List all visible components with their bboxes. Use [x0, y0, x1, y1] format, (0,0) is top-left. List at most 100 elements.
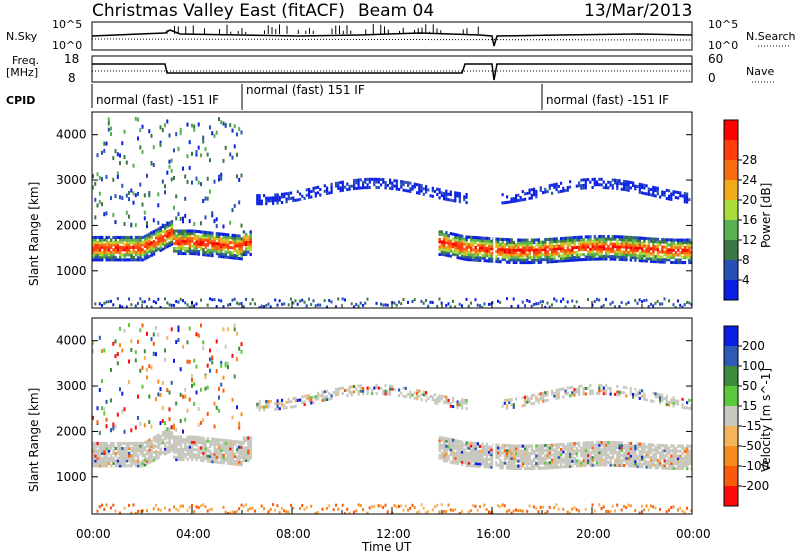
- data-cell: [634, 184, 637, 188]
- data-cell: [323, 299, 326, 303]
- data-cell: [258, 306, 261, 308]
- data-cell: [641, 186, 644, 189]
- data-cell: [186, 239, 189, 243]
- data-cell: [161, 223, 164, 228]
- data-cell: [569, 243, 572, 247]
- data-cell: [535, 258, 538, 262]
- data-cell: [537, 238, 540, 242]
- data-cell: [674, 459, 678, 463]
- data-cell: [571, 238, 574, 242]
- freq-right-tick-top: 60: [708, 52, 723, 66]
- data-cell: [683, 200, 686, 204]
- data-cell: [668, 243, 671, 247]
- data-cell: [454, 305, 457, 308]
- data-cell: [209, 348, 211, 353]
- data-cell: [483, 254, 486, 258]
- data-cell: [94, 302, 97, 306]
- data-cell: [508, 451, 511, 455]
- data-cell: [688, 406, 691, 410]
- data-cell: [119, 511, 121, 514]
- data-cell: [168, 429, 171, 433]
- data-cell: [359, 504, 362, 507]
- data-cell: [526, 459, 529, 463]
- data-cell: [629, 456, 633, 460]
- data-cell: [368, 177, 371, 181]
- data-cell: [539, 446, 543, 450]
- data-cell: [150, 459, 153, 463]
- data-cell: [526, 238, 529, 242]
- data-cell: [643, 236, 646, 240]
- data-cell: [105, 255, 108, 259]
- data-cell: [184, 234, 187, 238]
- data-cell: [348, 185, 351, 188]
- data-cell: [184, 438, 187, 442]
- data-cell: [202, 449, 205, 453]
- data-cell: [186, 508, 189, 512]
- data-cell: [148, 237, 151, 241]
- data-cell: [236, 249, 239, 253]
- data-cell: [110, 196, 112, 201]
- data-cell: [272, 503, 274, 507]
- data-cell: [645, 259, 648, 263]
- data-cell: [150, 444, 153, 448]
- data-cell: [535, 454, 538, 458]
- data-cell: [488, 249, 491, 253]
- data-cell: [407, 184, 410, 187]
- data-cell: [546, 510, 549, 513]
- data-cell: [589, 247, 592, 251]
- data-cell: [463, 242, 466, 246]
- data-cell: [510, 461, 513, 465]
- data-cell: [497, 242, 500, 246]
- data-cell: [454, 199, 457, 203]
- data-cell: [103, 348, 106, 353]
- data-cell: [515, 508, 517, 512]
- data-cell: [663, 464, 666, 468]
- data-cell: [150, 161, 153, 166]
- data-cell: [130, 446, 133, 450]
- data-cell: [114, 451, 117, 455]
- data-cell: [537, 464, 540, 468]
- data-cell: [123, 248, 126, 252]
- data-cell: [679, 194, 682, 198]
- data-cell: [449, 239, 453, 243]
- data-cell: [112, 243, 115, 247]
- data-cell: [436, 503, 439, 507]
- data-cell: [625, 183, 628, 186]
- data-cell: [677, 241, 680, 245]
- data-cell: [114, 258, 117, 262]
- data-cell: [677, 191, 680, 194]
- data-cell: [96, 444, 99, 448]
- data-cell: [159, 449, 162, 453]
- data-cell: [670, 449, 673, 453]
- data-cell: [152, 443, 156, 447]
- data-cell: [202, 340, 205, 345]
- data-cell: [197, 333, 200, 338]
- data-cell: [137, 446, 140, 450]
- data-cell: [546, 398, 549, 402]
- data-cell: [578, 248, 581, 252]
- data-cell: [589, 443, 592, 447]
- data-cell: [110, 441, 113, 445]
- data-cell: [638, 396, 641, 400]
- data-cell: [220, 232, 223, 236]
- data-cell: [618, 453, 621, 457]
- data-cell: [137, 339, 139, 344]
- data-cell: [627, 180, 630, 184]
- data-cell: [121, 196, 124, 201]
- data-cell: [555, 237, 558, 241]
- data-cell: [634, 447, 637, 451]
- data-cell: [389, 387, 392, 391]
- data-cell: [479, 251, 482, 255]
- data-cell: [611, 186, 614, 190]
- data-cell: [580, 461, 583, 465]
- data-cell: [616, 393, 619, 397]
- data-cell: [686, 200, 689, 204]
- data-cell: [625, 454, 628, 458]
- data-cell: [353, 305, 355, 308]
- data-cell: [218, 244, 221, 248]
- data-cell: [116, 361, 119, 366]
- data-cell: [182, 429, 184, 434]
- data-cell: [598, 240, 601, 244]
- data-cell: [530, 193, 533, 197]
- data-cell: [488, 450, 491, 454]
